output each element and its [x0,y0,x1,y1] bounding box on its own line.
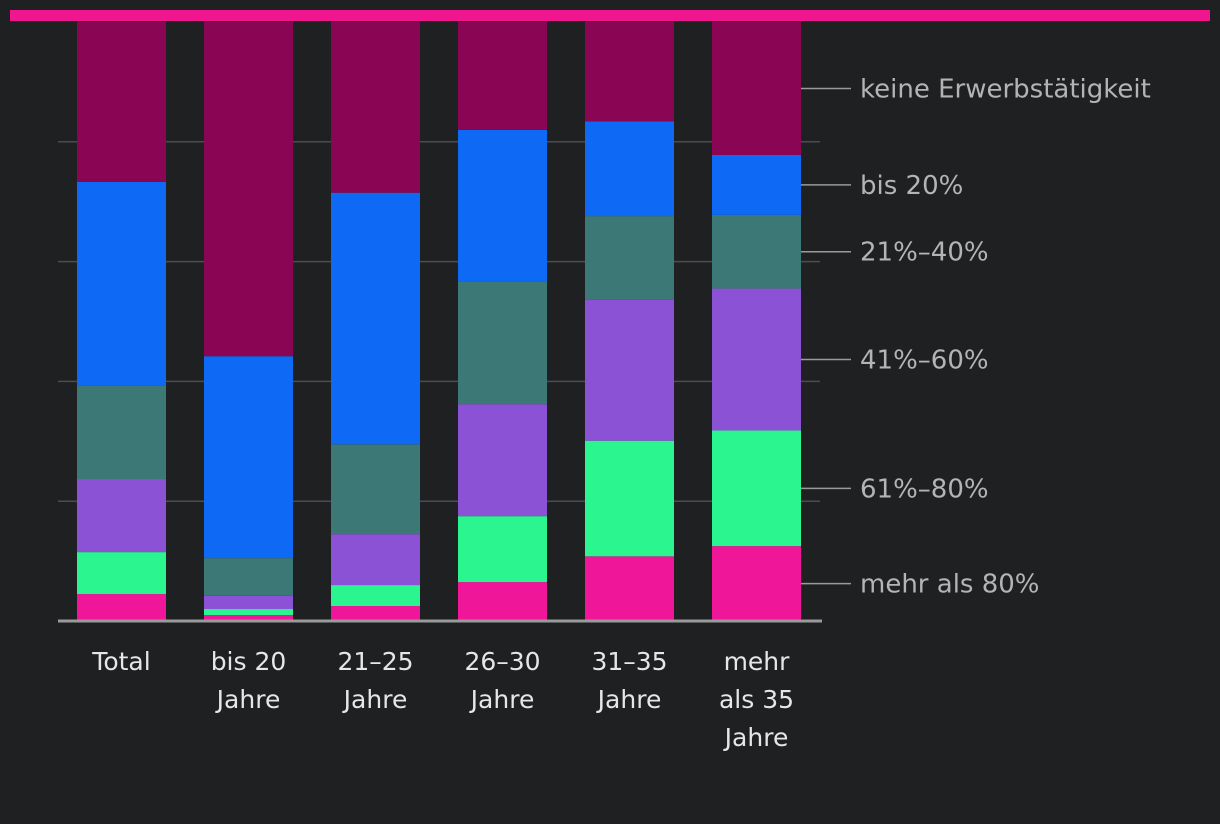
x-tick-label-line: Total [91,647,150,676]
x-tick-label-line: 26–30 [464,647,540,676]
bar-segment-6-3 [712,288,801,431]
bar-segment-5-4 [585,216,674,300]
x-tick-label-3: 21–25 Jahre [337,647,413,714]
bar-segment-2-2 [204,609,293,616]
x-tick-label-line: bis 20 [211,647,287,676]
legend-label-6: keine Erwerbstätigkeit [860,74,1151,104]
x-tick-label-line: Jahre [215,685,281,714]
bar-segment-5-1 [585,556,674,621]
bar-segment-6-1 [712,546,801,621]
bar-segment-3-2 [331,585,420,607]
x-tick-label-2: bis 20 Jahre [211,647,287,714]
bars [77,22,801,621]
bar-segment-3-3 [331,534,420,586]
bar-segment-4-3 [458,404,547,517]
gridlines [58,141,820,502]
bar-segment-6-4 [712,214,801,289]
legend-label-2: 61%–80% [860,474,989,504]
bar-segment-1-6 [77,22,166,182]
x-tick-label-line: Jahre [469,685,535,714]
bar-segment-2-1 [204,615,293,621]
x-tick-label-4: 26–30 Jahre [464,647,540,714]
bar-segment-2-3 [204,595,293,610]
legend-label-1: mehr als 80% [860,570,1040,600]
legend-label-5: bis 20% [860,171,963,201]
bar-segment-4-2 [458,516,547,583]
x-tick-label-line: als 35 [719,685,794,714]
x-tick-label-line: Jahre [596,685,662,714]
x-tick-label-5: 31–35 Jahre [591,647,667,714]
bar-segment-4-1 [458,582,547,621]
bar-segment-5-2 [585,440,674,557]
bar-segment-4-4 [458,281,547,405]
legend-label-4: 21%–40% [860,238,989,268]
bar-segment-5-5 [585,121,674,217]
bar-segment-4-5 [458,129,547,282]
bar-segment-3-1 [331,606,420,621]
x-tick-label-line: 31–35 [591,647,667,676]
bar-segment-6-2 [712,430,801,547]
bar-segment-1-2 [77,552,166,595]
bar-segment-3-5 [331,192,420,445]
bar-segment-4-6 [458,22,547,130]
x-tick-label-1: Total [91,647,150,676]
x-tick-label-line: Jahre [342,685,408,714]
bar-segment-5-3 [585,299,674,441]
bar-segment-1-5 [77,181,166,386]
bar-segment-3-6 [331,22,420,193]
bar-segment-2-4 [204,558,293,596]
bar-segment-3-4 [331,444,420,535]
bar-segment-2-5 [204,356,293,559]
bar-segment-5-6 [585,22,674,122]
x-tick-label-6: mehr als 35 Jahre [719,647,794,752]
x-tick-label-line: 21–25 [337,647,413,676]
bar-segment-6-5 [712,154,801,215]
x-tick-label-line: mehr [724,647,791,676]
bar-segment-1-3 [77,479,166,553]
bar-segment-6-6 [712,22,801,155]
bar-segment-1-1 [77,594,166,621]
accent-top-bar [10,10,1210,21]
legend: mehr als 80% 61%–80% 41%–60% 21%–40% bis 20%… [801,74,1151,600]
bar-segment-1-4 [77,385,166,480]
bar-segment-2-6 [204,22,293,357]
x-tick-label-line: Jahre [723,723,789,752]
legend-label-3: 41%–60% [860,346,989,376]
